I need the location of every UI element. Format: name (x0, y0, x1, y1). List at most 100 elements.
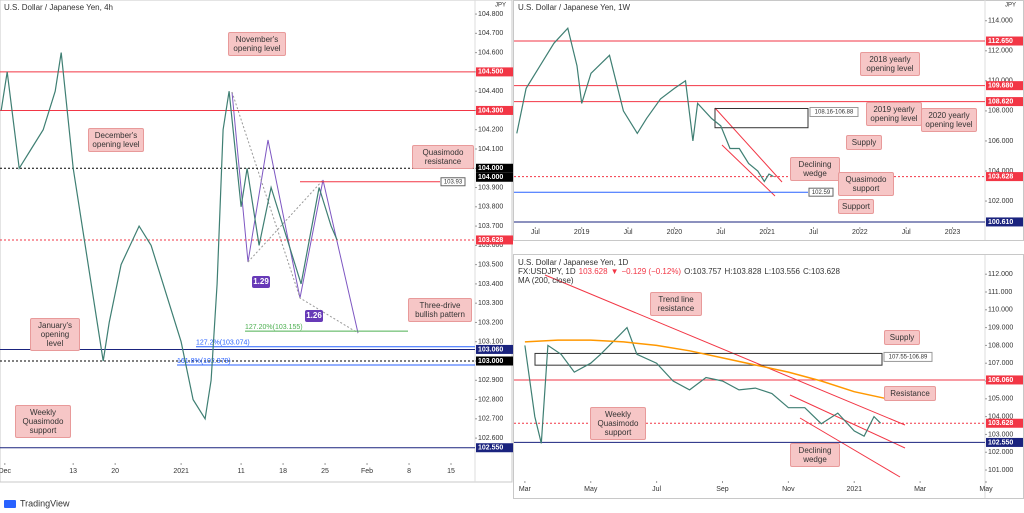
y-tick-label: 110.000 (988, 307, 1013, 314)
quote-item: C:103.628 (803, 267, 840, 276)
annotation: Declining wedge (790, 157, 840, 181)
annotation: Three-drive bullish pattern (408, 298, 472, 322)
y-tick-label: 107.000 (988, 360, 1013, 367)
axis-unit: JPY (1005, 3, 1016, 9)
level-tag (986, 81, 1023, 91)
annotation: January's opening level (30, 318, 80, 351)
y-tick-label: 104.200 (478, 127, 503, 134)
annotation: Declining wedge (790, 443, 840, 467)
level-tag (986, 36, 1023, 46)
level-tag (476, 235, 513, 245)
level-label: 102.550 (988, 439, 1013, 446)
x-tick-label: 2022 (852, 229, 868, 236)
ratio-box (305, 310, 323, 322)
wedge-line (714, 107, 783, 183)
x-tick-label: Jul (809, 229, 818, 236)
marker-label: 102.59 (812, 190, 831, 196)
level-tag (476, 172, 513, 182)
x-tick-label: 2020 (667, 229, 683, 236)
annotation: 2019 yearly opening level (866, 102, 922, 126)
level-label: 103.628 (478, 237, 503, 244)
ratio-label: 1.29 (253, 277, 269, 286)
annotation: Quasimodo resistance (412, 145, 474, 169)
y-tick-label: 104.700 (478, 30, 503, 37)
y-tick-label: 103.700 (478, 223, 503, 230)
annotation: November's opening level (228, 32, 286, 56)
level-tag (476, 163, 513, 173)
y-tick-label: 112.000 (988, 48, 1013, 55)
zone-label: 107.55-106.89 (889, 355, 928, 361)
y-tick-label: 108.000 (988, 108, 1013, 115)
annotation: Weekly Quasimodo support (590, 407, 646, 440)
fib-label: 127.2%(103.074) (196, 340, 250, 347)
y-tick-label: 111.000 (988, 289, 1012, 296)
level-label: 106.060 (988, 377, 1013, 384)
x-tick-label: 15 (447, 468, 455, 475)
annotation: 2020 yearly opening level (921, 108, 977, 132)
x-tick-label: 2023 (945, 229, 961, 236)
annotation: Supply (846, 135, 882, 150)
quote-item: −0.129 (−0.12%) (621, 267, 682, 276)
y-tick-label: 102.900 (478, 377, 503, 384)
level-label: 103.060 (478, 346, 503, 353)
price-line (516, 26, 774, 183)
level-label: 103.000 (478, 358, 503, 365)
level-tag (476, 356, 513, 366)
panel-frame (0, 0, 513, 483)
annotation: Supply (884, 330, 920, 345)
pattern-guide (247, 179, 324, 263)
annotation: Trend line resistance (650, 292, 702, 316)
level-tag (986, 375, 1023, 385)
x-tick-label: 11 (237, 468, 244, 475)
trend-line (544, 274, 906, 426)
panel-frame (513, 254, 1024, 499)
annotation: Quasimodo support (838, 172, 894, 196)
series-legend: MA (200, close) (518, 276, 574, 285)
zone-label-box (883, 351, 933, 362)
ratio-label: 1.26 (306, 311, 322, 320)
marker-box (808, 187, 834, 197)
level-label: 104.300 (478, 107, 503, 114)
chart-title: U.S. Dollar / Japanese Yen, 1W (518, 3, 631, 12)
y-tick-label: 104.000 (988, 168, 1013, 175)
y-tick-label: 104.400 (478, 88, 503, 95)
level-label: 103.628 (988, 420, 1013, 427)
level-tag (986, 437, 1023, 447)
quote-row: FX:USDJPY, 1D 103.628 ▼ −0.129 (−0.12%) O:10… (518, 267, 843, 276)
annotation: Support (838, 199, 874, 214)
y-tick-label: 103.500 (478, 261, 503, 268)
level-label: 104.000 (478, 165, 503, 172)
fib-label: 161.8%(102.979) (177, 358, 231, 365)
y-tick-label: 104.600 (478, 49, 503, 56)
wedge-line (789, 394, 906, 449)
y-tick-label: 106.000 (988, 138, 1013, 145)
level-label: 100.610 (988, 219, 1013, 226)
y-tick-label: 108.000 (988, 342, 1013, 349)
brand: TradingView (20, 498, 70, 508)
x-tick-label: May (584, 486, 598, 493)
y-tick-label: 103.200 (478, 319, 503, 326)
ratio-box (252, 276, 270, 288)
zone-label-box (809, 106, 859, 117)
x-tick-label: Jul (624, 229, 633, 236)
y-tick-label: 102.000 (988, 449, 1013, 456)
x-tick-label: 20 (111, 468, 119, 475)
y-tick-label: 103.600 (478, 242, 503, 249)
level-tag (986, 97, 1023, 107)
y-tick-label: 101.000 (988, 467, 1013, 474)
y-tick-label: 114.000 (988, 18, 1013, 25)
y-tick-label: 102.000 (988, 198, 1013, 205)
quote-item: L:103.556 (764, 267, 800, 276)
x-tick-label: May (979, 486, 993, 493)
quote-item: 103.628 (578, 267, 608, 276)
x-tick-label: Mar (519, 486, 532, 493)
level-label: 108.620 (988, 98, 1013, 105)
x-tick-label: 2019 (574, 229, 590, 236)
price-line (524, 339, 888, 400)
y-tick-label: 104.000 (988, 413, 1013, 420)
annotation: 2018 yearly opening level (860, 52, 920, 76)
logo (4, 500, 16, 508)
y-tick-label: 103.000 (988, 431, 1013, 438)
